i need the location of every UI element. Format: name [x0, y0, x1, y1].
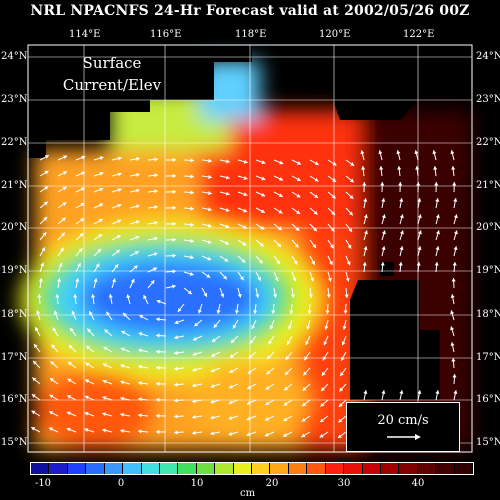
colorbar-swatch-3 [86, 463, 105, 474]
overlay-line-2: Current/Elev [62, 76, 162, 94]
lat-label-r-6: 18°N [476, 309, 500, 320]
lat-label-l-1: 23°N [1, 94, 28, 105]
colorbar [30, 462, 474, 475]
map-title: NRL NPACNFS 24-Hr Forecast valid at 2002… [30, 3, 470, 19]
colorbar-swatch-9 [196, 463, 216, 474]
colorbar-swatch-12 [252, 463, 271, 474]
lat-label-l-2: 22°N [1, 137, 28, 148]
colorbar-tick-3: 20 [265, 478, 279, 489]
lon-label-3: 120°E [319, 29, 351, 40]
map-overlay-label: Surface Current/Elev [52, 52, 172, 96]
lat-label-l-7: 17°N [1, 352, 28, 363]
lat-label-l-3: 21°N [1, 180, 28, 191]
velocity-scale-arrow [387, 434, 421, 440]
colorbar-swatch-13 [270, 463, 289, 474]
colorbar-swatch-15 [307, 463, 326, 474]
lat-label-r-9: 15°N [476, 437, 500, 448]
velocity-scale-box: 20 cm/s [346, 402, 460, 452]
colorbar-swatch-10 [215, 463, 234, 474]
lat-label-l-4: 20°N [1, 222, 28, 233]
lon-label-2: 118°E [235, 29, 267, 40]
colorbar-swatch-18 [362, 463, 382, 474]
lat-label-l-9: 15°N [1, 437, 28, 448]
colorbar-tick-0: -10 [34, 478, 52, 489]
colorbar-swatch-5 [123, 463, 142, 474]
lat-label-r-0: 24°N [476, 51, 500, 62]
lat-label-r-1: 23°N [476, 94, 500, 105]
colorbar-swatch-23 [454, 463, 474, 474]
colorbar-swatch-14 [288, 463, 308, 474]
lat-label-r-3: 21°N [476, 180, 500, 191]
lat-label-r-8: 16°N [476, 394, 500, 405]
lat-label-l-8: 16°N [1, 394, 28, 405]
colorbar-swatch-19 [381, 463, 400, 474]
lat-label-r-2: 22°N [476, 137, 500, 148]
lon-label-4: 122°E [403, 29, 435, 40]
colorbar-swatch-1 [49, 463, 68, 474]
lat-label-l-6: 18°N [1, 309, 28, 320]
colorbar-swatch-2 [67, 463, 87, 474]
overlay-line-1: Surface [82, 54, 142, 72]
colorbar-unit: cm [240, 488, 256, 499]
current-vectors [30, 150, 458, 439]
colorbar-swatch-22 [436, 463, 455, 474]
colorbar-swatch-16 [325, 463, 345, 474]
colorbar-tick-1: 0 [117, 478, 125, 489]
colorbar-swatch-21 [417, 463, 437, 474]
colorbar-swatch-8 [178, 463, 197, 474]
velocity-scale-label: 20 cm/s [377, 413, 429, 428]
lon-label-1: 116°E [150, 29, 182, 40]
lat-label-r-7: 17°N [476, 352, 500, 363]
colorbar-tick-2: 10 [190, 478, 204, 489]
lat-label-l-0: 24°N [1, 51, 28, 62]
colorbar-swatch-6 [141, 463, 160, 474]
colorbar-swatch-20 [399, 463, 418, 474]
colorbar-swatch-4 [104, 463, 124, 474]
colorbar-tick-5: 40 [411, 478, 425, 489]
lat-label-r-5: 19°N [476, 265, 500, 276]
colorbar-swatch-0 [31, 463, 50, 474]
colorbar-swatch-17 [344, 463, 363, 474]
lon-label-0: 114°E [69, 29, 101, 40]
colorbar-tick-4: 30 [337, 478, 351, 489]
lat-label-l-5: 19°N [1, 265, 28, 276]
colorbar-swatch-7 [159, 463, 179, 474]
lat-label-r-4: 20°N [476, 222, 500, 233]
colorbar-swatch-11 [233, 463, 253, 474]
